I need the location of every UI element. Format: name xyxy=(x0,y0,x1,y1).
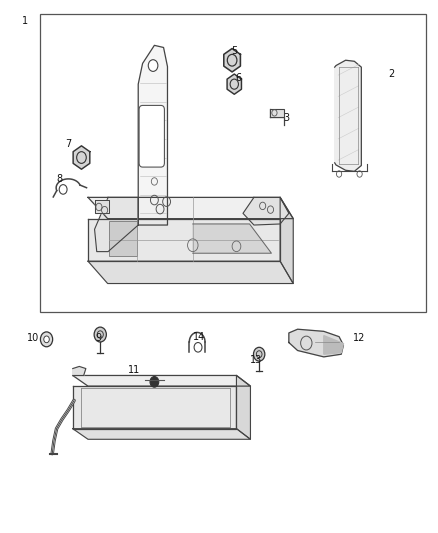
Polygon shape xyxy=(227,74,241,94)
Circle shape xyxy=(148,60,158,71)
Bar xyxy=(109,221,138,256)
Polygon shape xyxy=(237,375,251,439)
Polygon shape xyxy=(88,261,293,284)
Polygon shape xyxy=(193,224,272,253)
Circle shape xyxy=(44,336,49,343)
Text: 6: 6 xyxy=(236,73,242,83)
FancyBboxPatch shape xyxy=(139,106,164,167)
Bar xyxy=(270,109,284,117)
Polygon shape xyxy=(95,197,138,252)
Text: 13: 13 xyxy=(250,354,262,365)
Bar xyxy=(40,14,426,312)
Polygon shape xyxy=(88,197,293,219)
Polygon shape xyxy=(88,219,280,261)
Circle shape xyxy=(40,332,53,347)
Text: 11: 11 xyxy=(128,365,140,375)
Text: 2: 2 xyxy=(389,69,395,79)
Polygon shape xyxy=(280,197,293,284)
Text: 14: 14 xyxy=(193,332,205,342)
Polygon shape xyxy=(335,60,361,171)
Text: 7: 7 xyxy=(65,139,71,149)
Polygon shape xyxy=(73,375,251,386)
Polygon shape xyxy=(138,45,167,225)
Polygon shape xyxy=(73,146,90,169)
Polygon shape xyxy=(243,197,289,225)
Text: 3: 3 xyxy=(284,112,290,123)
Polygon shape xyxy=(73,386,237,429)
Text: 12: 12 xyxy=(353,333,365,343)
Text: 9: 9 xyxy=(96,333,102,343)
Circle shape xyxy=(254,348,265,361)
Text: 1: 1 xyxy=(21,16,28,26)
Text: 5: 5 xyxy=(231,46,237,56)
Polygon shape xyxy=(224,49,240,72)
Polygon shape xyxy=(73,367,86,375)
Polygon shape xyxy=(73,429,251,439)
Circle shape xyxy=(150,376,159,387)
Circle shape xyxy=(94,327,106,342)
Polygon shape xyxy=(289,329,343,357)
Polygon shape xyxy=(95,200,109,213)
Text: 8: 8 xyxy=(57,174,63,184)
Text: 10: 10 xyxy=(27,333,39,343)
Polygon shape xyxy=(324,336,343,354)
